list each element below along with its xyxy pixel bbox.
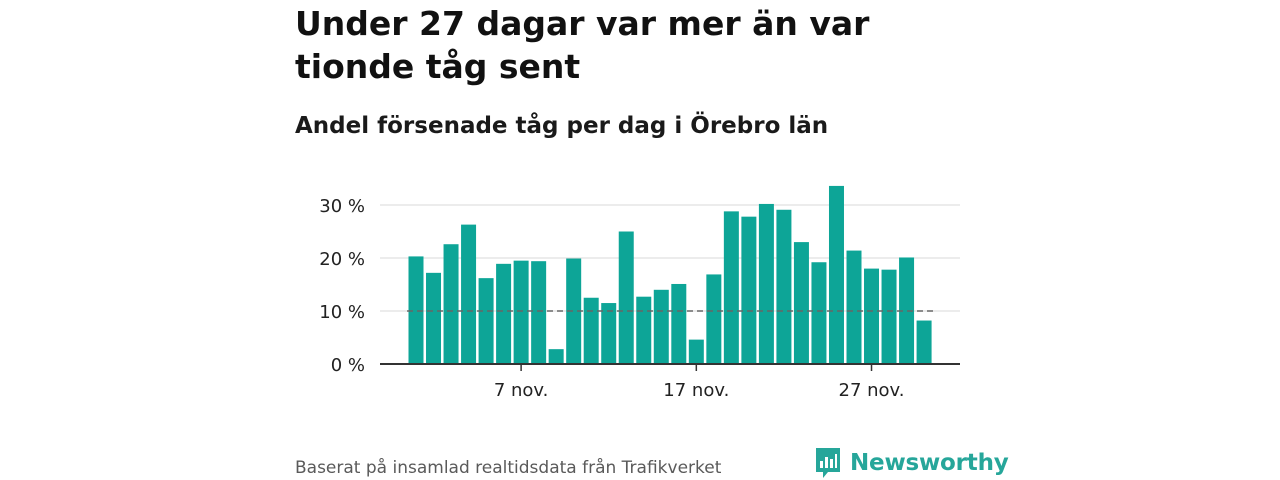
bar [741, 216, 757, 364]
bar [758, 203, 774, 364]
bar [899, 257, 915, 364]
bar [828, 185, 844, 364]
bar [916, 320, 932, 364]
x-tick-label: 27 nov. [839, 380, 905, 401]
x-tick-label: 17 nov. [663, 380, 729, 401]
bar [881, 269, 897, 364]
y-tick-label: 30 % [319, 196, 365, 217]
bar [846, 250, 862, 364]
y-tick-label: 10 % [319, 302, 365, 323]
axes: 0 % 10 % 20 % 30 % 7 nov. 17 nov. 27 nov. [319, 196, 960, 401]
bar [408, 256, 424, 364]
brand-logo: Newsworthy [814, 446, 1009, 480]
bar [864, 268, 880, 364]
bar [478, 278, 494, 364]
bar [706, 274, 722, 364]
chart-subtitle: Andel försenade tåg per dag i Örebro län [295, 113, 829, 139]
brand-name: Newsworthy [850, 450, 1009, 476]
bar [636, 296, 652, 364]
bar [583, 297, 599, 364]
bar [548, 349, 564, 364]
bar [653, 289, 669, 364]
bar [618, 231, 634, 364]
newsworthy-logo-icon [816, 448, 840, 478]
x-tick-label: 7 nov. [494, 380, 549, 401]
bar [531, 261, 547, 364]
bar [566, 258, 582, 364]
bar [513, 260, 529, 364]
bars [408, 185, 932, 364]
bar [461, 224, 477, 364]
bar [443, 244, 459, 364]
chart-title: Under 27 dagar var mer än var tionde tåg… [295, 4, 870, 86]
bar [601, 303, 617, 364]
y-tick-label: 0 % [331, 355, 365, 376]
bar [688, 339, 704, 364]
source-note: Baserat på insamlad realtidsdata från Tr… [295, 458, 722, 478]
bar [776, 209, 792, 364]
y-tick-label: 20 % [319, 249, 365, 270]
bar [811, 262, 827, 364]
bar [723, 211, 739, 364]
bar [426, 272, 442, 364]
bar [496, 263, 512, 364]
bar [793, 242, 809, 364]
bar [671, 283, 687, 364]
